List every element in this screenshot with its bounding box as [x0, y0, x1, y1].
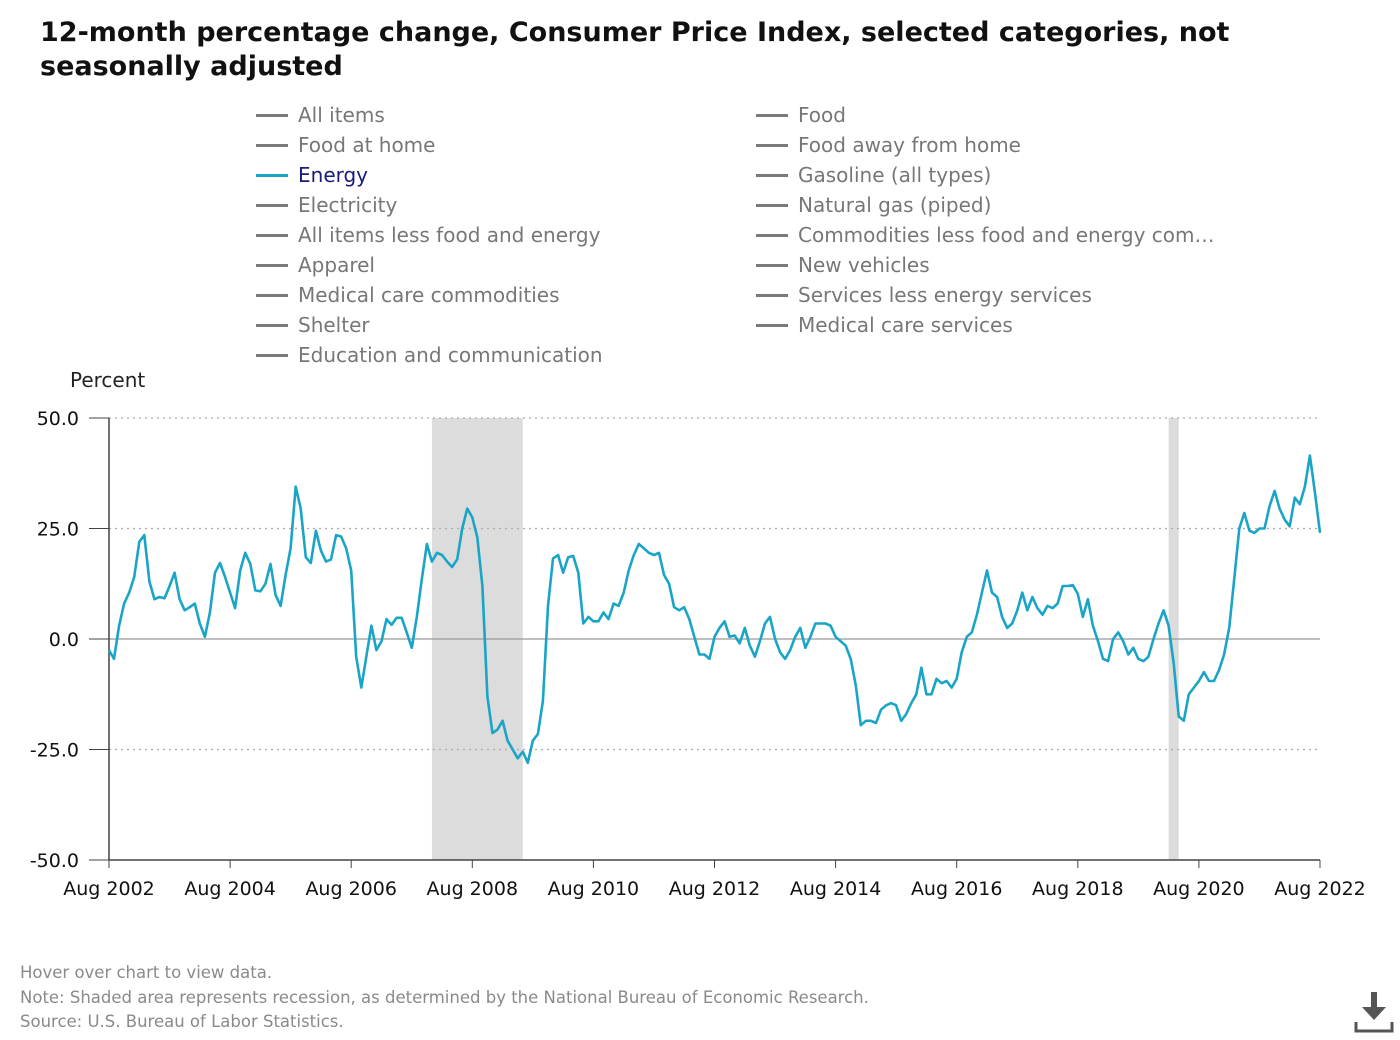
legend-item[interactable]: Natural gas (piped) — [756, 192, 991, 218]
legend-swatch — [756, 143, 788, 147]
legend-item[interactable]: Medical care services — [756, 312, 1013, 338]
legend-item[interactable]: Commodities less food and energy com… — [756, 222, 1215, 248]
legend-label: Medical care commodities — [298, 283, 560, 307]
y-tick-label: 50.0 — [37, 408, 79, 430]
x-tick-label: Aug 2012 — [669, 878, 761, 900]
y-tick-label: 0.0 — [49, 629, 79, 651]
legend-item[interactable]: Services less energy services — [756, 282, 1092, 308]
x-tick-label: Aug 2006 — [305, 878, 397, 900]
x-tick-label: Aug 2016 — [911, 878, 1003, 900]
legend-label: Services less energy services — [798, 283, 1092, 307]
legend-item[interactable]: New vehicles — [756, 252, 930, 278]
legend-swatch — [256, 263, 288, 267]
x-tick-label: Aug 2010 — [548, 878, 640, 900]
legend-item[interactable]: Shelter — [256, 312, 370, 338]
y-tick-label: 25.0 — [37, 519, 79, 541]
legend-label: New vehicles — [798, 253, 930, 277]
legend-label: All items — [298, 103, 385, 127]
x-tick-label: Aug 2018 — [1032, 878, 1124, 900]
x-tick-label: Aug 2008 — [427, 878, 519, 900]
legend-swatch — [256, 203, 288, 207]
legend-item[interactable]: Gasoline (all types) — [756, 162, 991, 188]
legend-swatch — [756, 173, 788, 177]
legend-label: Education and communication — [298, 343, 603, 367]
legend-item[interactable]: All items less food and energy — [256, 222, 600, 248]
recession-note: Note: Shaded area represents recession, … — [20, 988, 869, 1007]
legend-swatch — [256, 113, 288, 117]
x-tick-label: Aug 2020 — [1153, 878, 1245, 900]
legend-label: Energy — [298, 163, 369, 187]
legend-label: All items less food and energy — [298, 223, 601, 247]
y-axis-unit-label: Percent — [70, 368, 145, 392]
x-tick-label: Aug 2004 — [184, 878, 276, 900]
legend-swatch — [756, 323, 788, 327]
legend-label: Food — [798, 103, 846, 127]
source-note: Source: U.S. Bureau of Labor Statistics. — [20, 1012, 344, 1031]
legend-label: Medical care services — [798, 313, 1013, 337]
legend-swatch — [756, 293, 788, 297]
legend-item[interactable]: Food at home — [256, 132, 435, 158]
x-tick-label: Aug 2022 — [1274, 878, 1366, 900]
legend-item[interactable]: All items — [256, 102, 385, 128]
legend-item[interactable]: Food away from home — [756, 132, 1021, 158]
legend-swatch — [256, 353, 288, 357]
hover-hint: Hover over chart to view data. — [20, 963, 273, 982]
x-tick-label: Aug 2002 — [63, 878, 155, 900]
legend-swatch — [756, 113, 788, 117]
legend-label: Food away from home — [798, 133, 1021, 157]
legend-item[interactable]: Food — [756, 102, 846, 128]
legend-label: Electricity — [298, 193, 398, 217]
legend-label: Apparel — [298, 253, 375, 277]
legend-label: Food at home — [298, 133, 436, 157]
legend-swatch — [256, 143, 288, 147]
legend-item[interactable]: Education and communication — [256, 342, 603, 368]
download-icon[interactable] — [1352, 990, 1394, 1034]
legend-item[interactable]: Apparel — [256, 252, 375, 278]
legend-swatch — [256, 293, 288, 297]
legend-swatch — [756, 203, 788, 207]
chart-title: 12-month percentage change, Consumer Pri… — [40, 17, 1230, 82]
legend-swatch — [256, 233, 288, 237]
legend-item[interactable]: Electricity — [256, 192, 397, 218]
legend-label: Gasoline (all types) — [798, 163, 992, 187]
x-tick-label: Aug 2014 — [790, 878, 882, 900]
legend-swatch — [756, 263, 788, 267]
series-line-energy[interactable] — [107, 454, 1322, 765]
legend-swatch — [256, 173, 288, 177]
legend-item[interactable]: Medical care commodities — [256, 282, 559, 308]
legend-swatch — [256, 323, 288, 327]
chart-plot[interactable]: Percent 50.0 25.0 0.0 -25.0 -50.0 Aug 2002 Aug … — [0, 360, 1400, 905]
legend-label: Natural gas (piped) — [798, 193, 992, 217]
legend-swatch — [756, 233, 788, 237]
y-tick-label: -25.0 — [30, 740, 79, 762]
legend-label: Shelter — [298, 313, 370, 337]
y-tick-label: -50.0 — [30, 850, 79, 872]
legend-label: Commodities less food and energy com… — [798, 223, 1215, 247]
legend-item[interactable]: Energy — [256, 162, 368, 188]
